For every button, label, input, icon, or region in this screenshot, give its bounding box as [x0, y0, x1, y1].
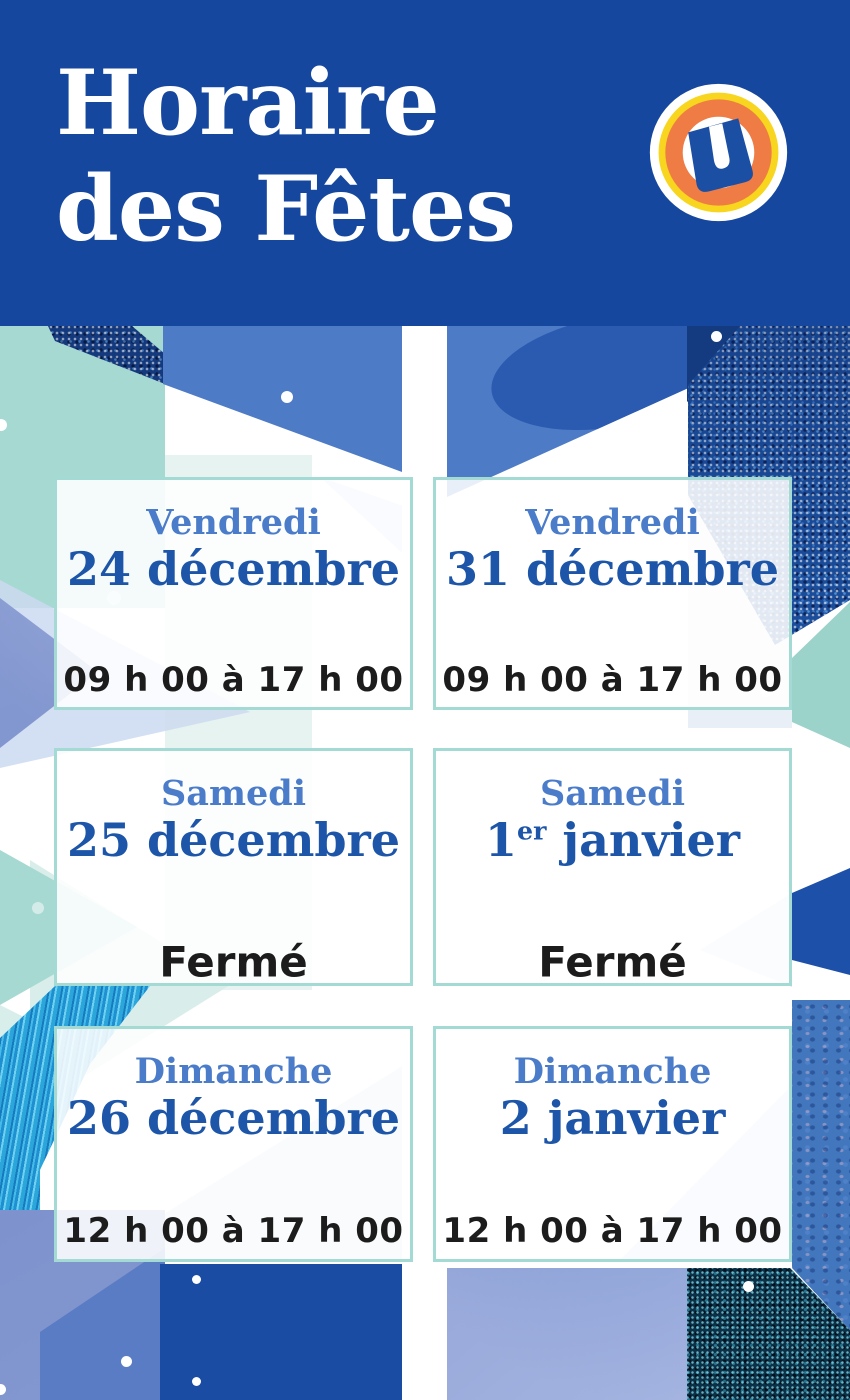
snow-dot: [121, 1356, 132, 1367]
card-day: Vendredi: [146, 502, 321, 543]
title-line-1: Horaire: [56, 50, 440, 156]
schedule-card: Dimanche 26 décembre 12 h 00 à 17 h 00: [54, 1026, 413, 1262]
brand-logo-u-icon: [646, 80, 791, 225]
schedule-card: Samedi 25 décembre Fermé: [54, 748, 413, 987]
schedule-card: Samedi 1er janvier Fermé: [433, 748, 792, 987]
card-hours: 12 h 00 à 17 h 00: [63, 1210, 404, 1251]
card-day: Samedi: [539, 773, 686, 814]
schedule-card: Dimanche 2 janvier 12 h 00 à 17 h 00: [433, 1026, 792, 1262]
card-hours: 09 h 00 à 17 h 00: [63, 659, 404, 700]
card-day: Vendredi: [525, 502, 700, 543]
card-day: Dimanche: [134, 1051, 333, 1092]
schedule-card: Vendredi 24 décembre 09 h 00 à 17 h 00: [54, 477, 413, 710]
snow-dot: [0, 419, 7, 431]
snow-dot: [0, 1384, 6, 1395]
card-date: 1er janvier: [484, 812, 741, 867]
card-date: 31 décembre: [445, 541, 780, 596]
snow-dot: [281, 391, 293, 403]
card-hours: Fermé: [538, 937, 687, 987]
card-date: 24 décembre: [66, 541, 401, 596]
snow-dot: [192, 1377, 201, 1386]
card-day: Dimanche: [513, 1051, 712, 1092]
snow-dot: [711, 331, 722, 342]
page-title: Horaire des Fêtes: [56, 50, 516, 263]
snow-dot: [192, 1275, 201, 1284]
card-hours: 09 h 00 à 17 h 00: [442, 659, 783, 700]
snow-dot: [743, 1281, 754, 1292]
card-hours: Fermé: [159, 937, 308, 987]
card-hours: 12 h 00 à 17 h 00: [442, 1210, 783, 1251]
card-date: 26 décembre: [66, 1090, 401, 1145]
title-line-2: des Fêtes: [56, 156, 516, 263]
header: Horaire des Fêtes: [0, 0, 850, 326]
card-date: 25 décembre: [66, 812, 401, 867]
schedule-card: Vendredi 31 décembre 09 h 00 à 17 h 00: [433, 477, 792, 710]
card-date: 2 janvier: [499, 1090, 726, 1145]
card-day: Samedi: [160, 773, 307, 814]
snow-dot: [32, 902, 44, 914]
